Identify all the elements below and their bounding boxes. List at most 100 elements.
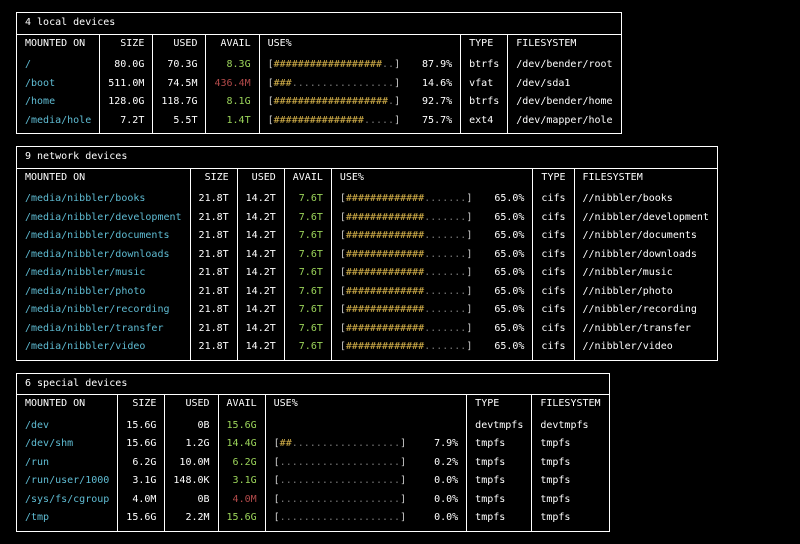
usage-bar: [....................] [274, 457, 406, 468]
usage-pct: 65.0% [484, 212, 524, 225]
table-row: /run/user/10003.1G148.0K3.1G[...........… [17, 472, 609, 491]
table-row: /media/nibbler/photo21.8T14.2T7.6T[#####… [17, 283, 717, 302]
cell-size: 21.8T [190, 187, 237, 209]
usage-bar: [#############.......] [340, 267, 473, 278]
column-header: MOUNTED ON [17, 34, 100, 53]
cell-mount: /run [17, 454, 118, 473]
usage-pct: 0.2% [418, 457, 458, 470]
cell-usebar: [##..................] 7.9% [265, 435, 467, 454]
cell-used: 2.2M [165, 509, 218, 531]
cell-size: 3.1G [118, 472, 165, 491]
usage-pct: 65.0% [484, 304, 524, 317]
column-header: USED [237, 168, 284, 187]
usage-pct: 0.0% [418, 475, 458, 488]
usage-pct: 87.9% [412, 59, 452, 72]
cell-used: 14.2T [237, 264, 284, 283]
cell-mount: /media/nibbler/recording [17, 301, 190, 320]
cell-usebar: [....................] 0.0% [265, 491, 467, 510]
table-row: /tmp15.6G2.2M15.6G[....................]… [17, 509, 609, 531]
cell-mount: /media/nibbler/development [17, 209, 190, 228]
cell-size: 21.8T [190, 246, 237, 265]
cell-usebar: [#############.......] 65.0% [331, 338, 533, 360]
usage-bar: [###.................] [268, 78, 400, 89]
usage-bar: [....................] [274, 475, 406, 486]
cell-size: 80.0G [100, 53, 153, 75]
cell-usebar: [#############.......] 65.0% [331, 283, 533, 302]
cell-type: cifs [533, 209, 574, 228]
cell-avail: 7.6T [284, 264, 331, 283]
cell-avail: 7.6T [284, 301, 331, 320]
cell-mount: /media/nibbler/transfer [17, 320, 190, 339]
cell-filesystem: tmpfs [532, 454, 609, 473]
column-header: AVAIL [284, 168, 331, 187]
cell-type: cifs [533, 246, 574, 265]
cell-mount: /run/user/1000 [17, 472, 118, 491]
usage-bar: [##################..] [268, 59, 400, 70]
cell-filesystem: tmpfs [532, 509, 609, 531]
device-table: MOUNTED ONSIZEUSEDAVAILUSE%TYPEFILESYSTE… [17, 168, 717, 360]
usage-pct: 65.0% [484, 230, 524, 243]
column-header: FILESYSTEM [508, 34, 621, 53]
cell-avail: 15.6G [218, 414, 265, 436]
column-header: USE% [331, 168, 533, 187]
usage-pct: 7.9% [418, 438, 458, 451]
column-header: USED [165, 395, 218, 414]
cell-usebar: [#############.......] 65.0% [331, 301, 533, 320]
cell-size: 4.0M [118, 491, 165, 510]
device-table: MOUNTED ONSIZEUSEDAVAILUSE%TYPEFILESYSTE… [17, 394, 609, 531]
usage-bar: [###############.....] [268, 115, 400, 126]
cell-type: ext4 [461, 112, 508, 134]
usage-bar: [#############.......] [340, 286, 473, 297]
cell-filesystem: /dev/bender/home [508, 93, 621, 112]
cell-mount: /media/nibbler/documents [17, 227, 190, 246]
cell-type: vfat [461, 75, 508, 94]
column-header: SIZE [118, 395, 165, 414]
cell-size: 6.2G [118, 454, 165, 473]
column-header: USED [153, 34, 206, 53]
cell-type: tmpfs [467, 472, 532, 491]
cell-usebar: [#############.......] 65.0% [331, 264, 533, 283]
cell-mount: /media/nibbler/books [17, 187, 190, 209]
cell-type: cifs [533, 264, 574, 283]
cell-size: 21.8T [190, 301, 237, 320]
cell-avail: 7.6T [284, 283, 331, 302]
table-row: /dev15.6G0B15.6G devtmpfsdevtmpfs [17, 414, 609, 436]
cell-size: 21.8T [190, 227, 237, 246]
cell-usebar: [###################.] 92.7% [259, 93, 461, 112]
column-header: TYPE [461, 34, 508, 53]
cell-size: 128.0G [100, 93, 153, 112]
cell-usebar: [##################..] 87.9% [259, 53, 461, 75]
usage-pct: 65.0% [484, 267, 524, 280]
cell-type: btrfs [461, 53, 508, 75]
cell-avail: 7.6T [284, 187, 331, 209]
usage-pct: 0.0% [418, 494, 458, 507]
cell-filesystem: //nibbler/documents [574, 227, 717, 246]
panel-title: 4 local devices [17, 13, 621, 34]
cell-used: 5.5T [153, 112, 206, 134]
table-row: /80.0G70.3G8.3G[##################..] 87… [17, 53, 621, 75]
cell-mount: /dev [17, 414, 118, 436]
cell-used: 0B [165, 491, 218, 510]
cell-filesystem: //nibbler/transfer [574, 320, 717, 339]
cell-used: 14.2T [237, 209, 284, 228]
cell-avail: 3.1G [218, 472, 265, 491]
table-row: /boot511.0M74.5M436.4M[###..............… [17, 75, 621, 94]
cell-type: btrfs [461, 93, 508, 112]
cell-used: 0B [165, 414, 218, 436]
cell-type: tmpfs [467, 491, 532, 510]
cell-used: 70.3G [153, 53, 206, 75]
table-row: /home128.0G118.7G8.1G[##################… [17, 93, 621, 112]
usage-pct: 75.7% [412, 115, 452, 128]
cell-size: 21.8T [190, 209, 237, 228]
cell-usebar: [....................] 0.0% [265, 509, 467, 531]
cell-avail: 4.0M [218, 491, 265, 510]
cell-size: 21.8T [190, 264, 237, 283]
device-table: MOUNTED ONSIZEUSEDAVAILUSE%TYPEFILESYSTE… [17, 34, 621, 134]
usage-bar: [###################.] [268, 96, 400, 107]
cell-type: tmpfs [467, 454, 532, 473]
cell-filesystem: devtmpfs [532, 414, 609, 436]
usage-bar: [#############.......] [340, 249, 473, 260]
cell-used: 14.2T [237, 301, 284, 320]
column-header: TYPE [533, 168, 574, 187]
cell-filesystem: tmpfs [532, 472, 609, 491]
